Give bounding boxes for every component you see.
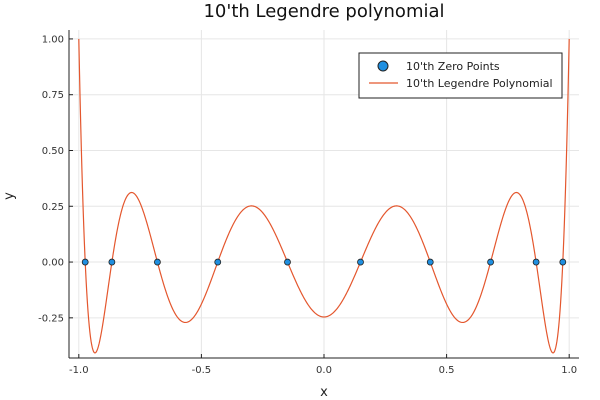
zero-point	[108, 258, 116, 266]
zero-point	[357, 258, 364, 266]
y-tick-label: 0.50	[42, 146, 64, 157]
legend-marker-zero-points	[377, 60, 389, 72]
x-tick-label: -0.5	[192, 365, 212, 376]
legendre-curve	[78, 38, 570, 354]
legend: 10'th Zero Points 10'th Legendre Polynom…	[358, 52, 563, 99]
y-tick-label: 0.25	[42, 202, 64, 213]
y-tick-label: 1.00	[42, 34, 64, 45]
zero-point	[559, 258, 567, 266]
zero-point	[487, 258, 494, 266]
series-legendre-line	[78, 38, 570, 354]
y-axis-title: y	[2, 192, 17, 200]
y-tick-label: -0.25	[38, 313, 64, 324]
y-tick-label: 0.00	[42, 258, 64, 269]
x-tick-label: -1.0	[69, 365, 89, 376]
y-tick-labels: -0.25 0.00 0.25 0.50 0.75 1.00	[38, 34, 73, 324]
legend-label-zero-points: 10'th Zero Points	[406, 60, 500, 73]
y-tick-label: 0.75	[42, 90, 64, 101]
legend-box	[358, 52, 563, 99]
zero-point	[284, 258, 291, 266]
series-zero-points	[81, 258, 567, 266]
zero-point	[532, 258, 540, 266]
zero-point	[154, 258, 161, 266]
zero-point	[81, 258, 89, 266]
x-axis-title: x	[320, 385, 328, 400]
chart-title: 10'th Legendre polynomial	[203, 1, 444, 22]
x-tick-labels: -1.0 -0.5 0.0 0.5 1.0	[69, 354, 577, 376]
legend-label-polynomial: 10'th Legendre Polynomial	[406, 77, 553, 90]
x-tick-label: 1.0	[561, 365, 577, 376]
x-tick-label: 0.5	[439, 365, 455, 376]
zero-point	[214, 258, 222, 266]
x-tick-label: 0.0	[316, 365, 332, 376]
zero-point	[426, 258, 434, 266]
